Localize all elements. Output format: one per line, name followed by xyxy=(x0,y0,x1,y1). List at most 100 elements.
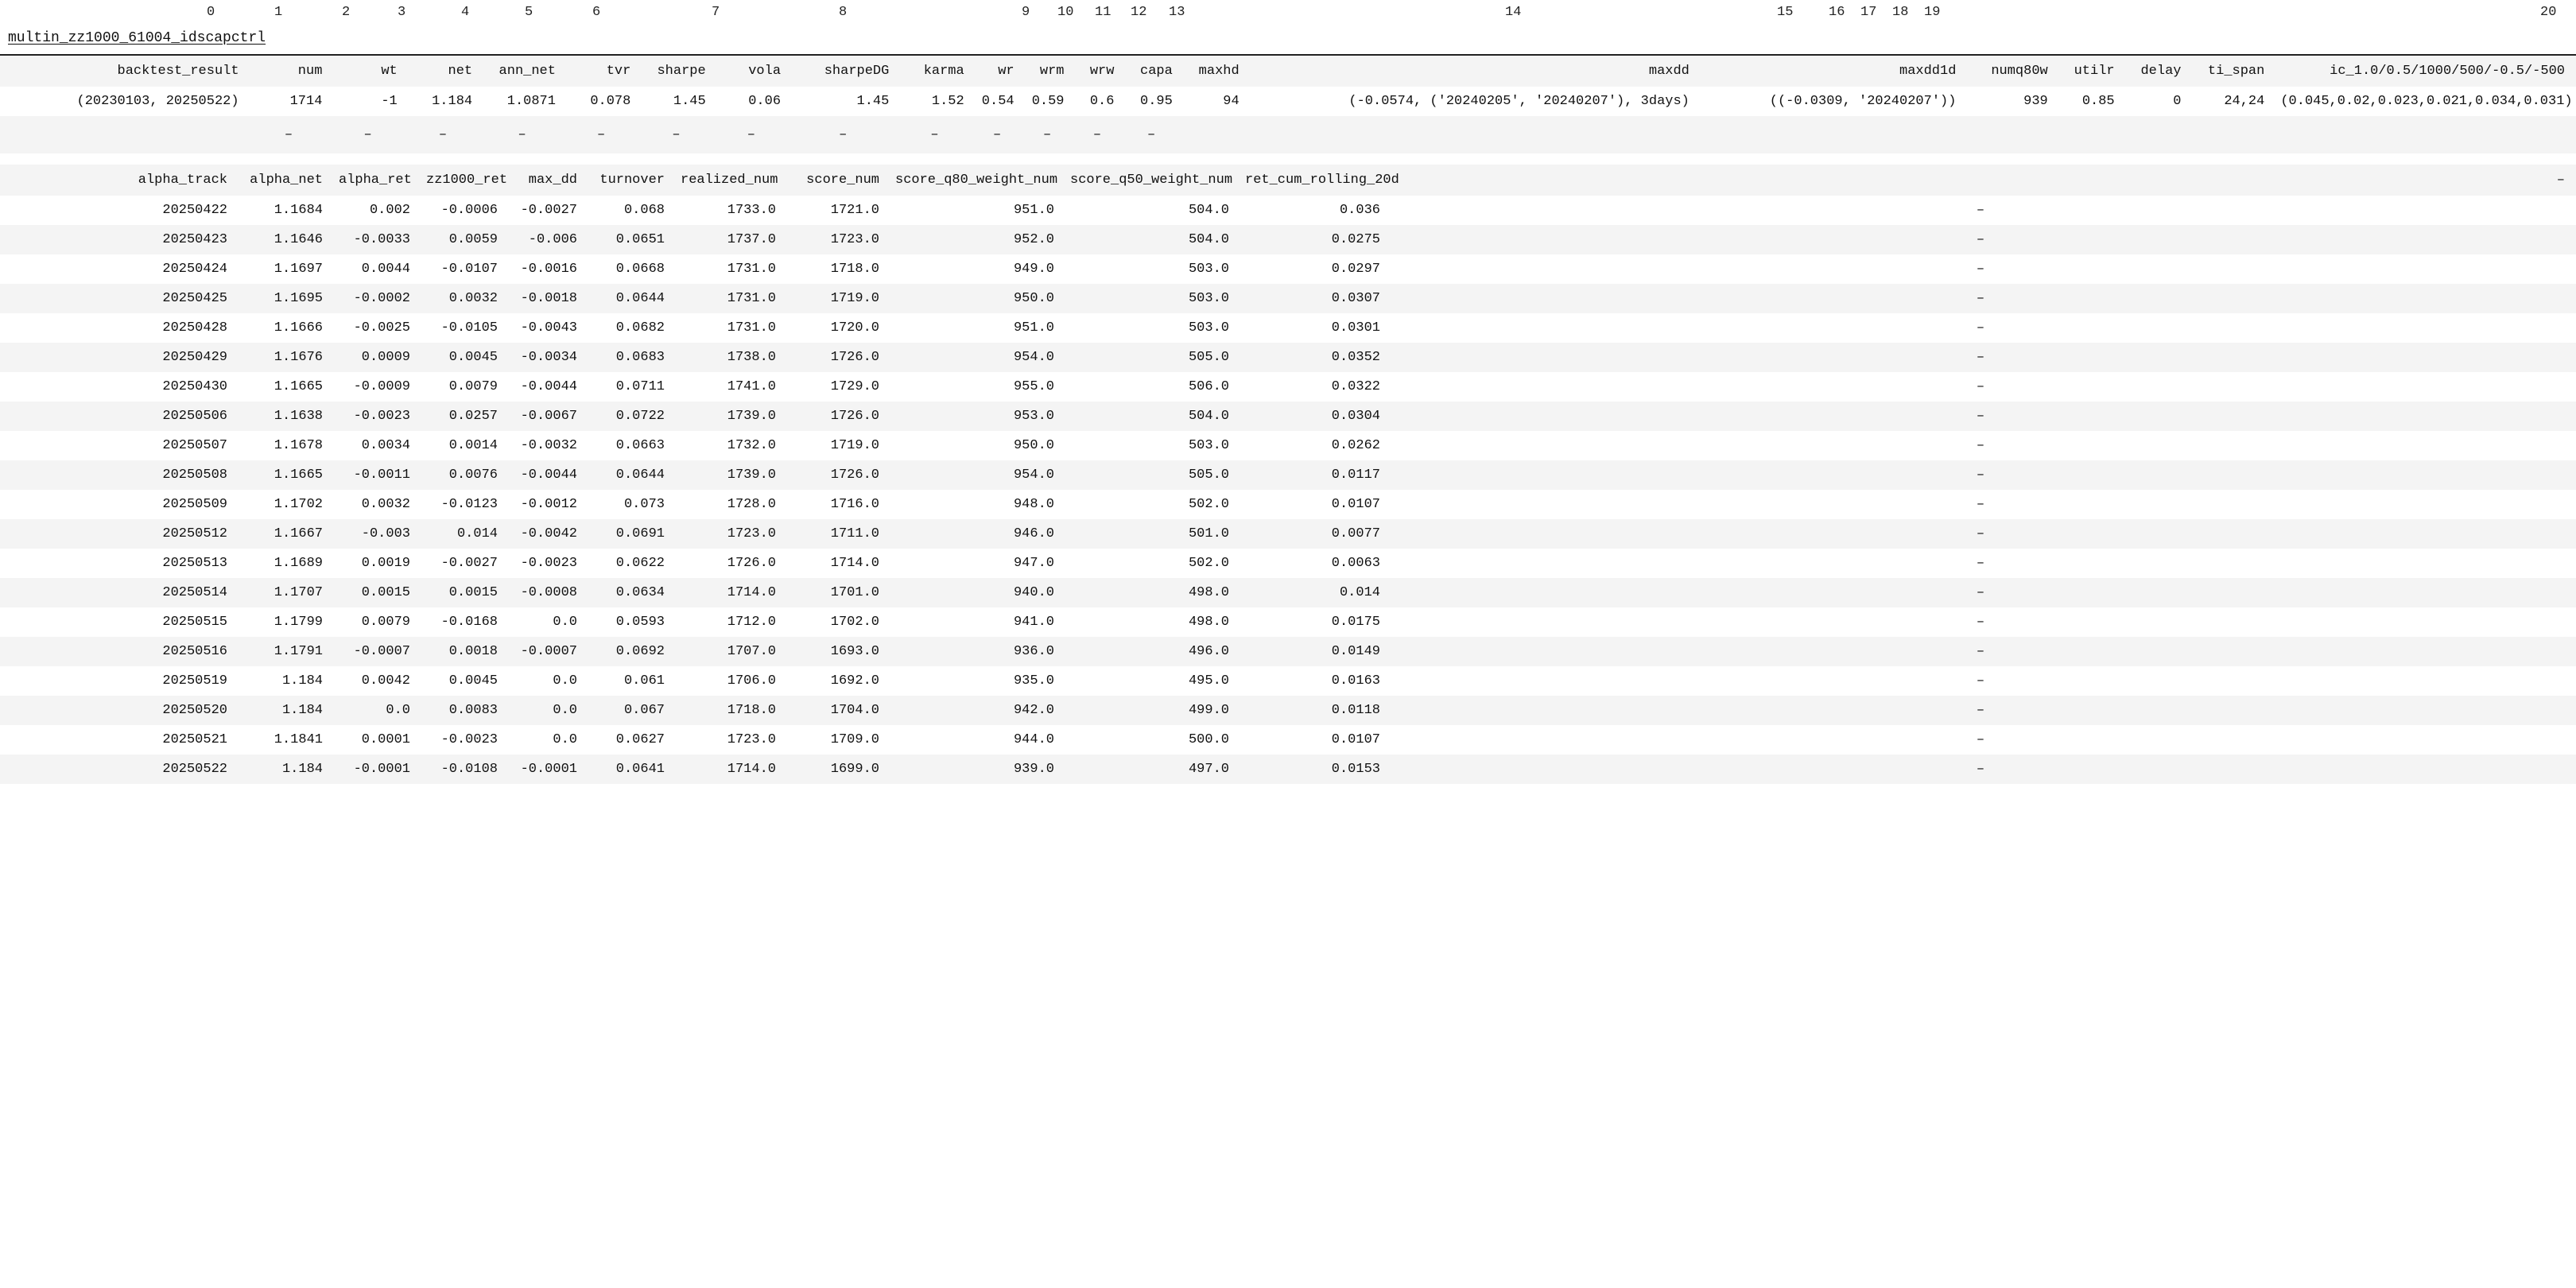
cell-alpha_track[interactable]: 20250513 xyxy=(0,549,239,578)
cell-ret_cum_rolling_20d[interactable]: 0.0117 xyxy=(1240,460,1391,490)
cell-alpha_net[interactable]: 1.1695 xyxy=(239,284,334,313)
cell-score_num[interactable]: 1729.0 xyxy=(787,372,890,402)
cell-alpha_ret[interactable]: 0.0 xyxy=(334,696,421,725)
cell-score_q80_weight_num[interactable]: 951.0 xyxy=(890,313,1065,343)
cell-alpha_net[interactable]: 1.1666 xyxy=(239,313,334,343)
cell-score_num[interactable]: 1718.0 xyxy=(787,254,890,284)
cell-score_num[interactable]: 1693.0 xyxy=(787,637,890,666)
cell-alpha_track[interactable]: 20250522 xyxy=(0,755,239,784)
cell-alpha_track[interactable]: 20250422 xyxy=(0,196,239,225)
cell-maxdd1d[interactable]: ((-0.0309, '20240207')) xyxy=(1701,87,1968,116)
cell-realized_num[interactable]: 1706.0 xyxy=(676,666,787,696)
cell-score_num[interactable]: 1716.0 xyxy=(787,490,890,519)
cell-wrm[interactable]: 0.59 xyxy=(1026,87,1076,116)
cell-wrw[interactable]: 0.6 xyxy=(1076,87,1126,116)
cell-score_num[interactable]: 1723.0 xyxy=(787,225,890,254)
cell-turnover[interactable]: 0.067 xyxy=(588,696,676,725)
cell-max_dd[interactable]: -0.0016 xyxy=(509,254,588,284)
cell-alpha_track[interactable]: 20250516 xyxy=(0,637,239,666)
cell-alpha_net[interactable]: 1.1676 xyxy=(239,343,334,372)
cell-score_q80_weight_num[interactable]: 952.0 xyxy=(890,225,1065,254)
cell-score_num[interactable]: 1719.0 xyxy=(787,431,890,460)
cell-alpha_net[interactable]: 1.1665 xyxy=(239,460,334,490)
cell-ti-span[interactable]: 24,24 xyxy=(2193,87,2276,116)
cell-zz1000_ret[interactable]: -0.0107 xyxy=(421,254,509,284)
cell-net[interactable]: 1.184 xyxy=(409,87,483,116)
cell-score_num[interactable]: 1714.0 xyxy=(787,549,890,578)
cell-alpha_ret[interactable]: -0.0007 xyxy=(334,637,421,666)
table-row[interactable]: 20250507 1.1678 0.0034 0.0014 -0.0032 0.0663 1… xyxy=(0,431,2576,460)
cell-alpha_track[interactable]: 20250509 xyxy=(0,490,239,519)
cell-alpha_net[interactable]: 1.1678 xyxy=(239,431,334,460)
cell-alpha_track[interactable]: 20250507 xyxy=(0,431,239,460)
cell-score_num[interactable]: 1711.0 xyxy=(787,519,890,549)
cell-score_q50_weight_num[interactable]: 501.0 xyxy=(1065,519,1240,549)
cell-alpha_track[interactable]: 20250514 xyxy=(0,578,239,607)
table-row[interactable]: 20250423 1.1646 -0.0033 0.0059 -0.006 0.0651 1… xyxy=(0,225,2576,254)
cell-realized_num[interactable]: 1723.0 xyxy=(676,519,787,549)
cell-max_dd[interactable]: -0.0027 xyxy=(509,196,588,225)
cell-score_q50_weight_num[interactable]: 500.0 xyxy=(1065,725,1240,755)
cell-alpha_net[interactable]: 1.184 xyxy=(239,755,334,784)
cell-max_dd[interactable]: 0.0 xyxy=(509,666,588,696)
cell-ret_cum_rolling_20d[interactable]: 0.0107 xyxy=(1240,725,1391,755)
cell-realized_num[interactable]: 1726.0 xyxy=(676,549,787,578)
cell-zz1000_ret[interactable]: 0.0257 xyxy=(421,402,509,431)
cell-zz1000_ret[interactable]: 0.0015 xyxy=(421,578,509,607)
cell-turnover[interactable]: 0.0722 xyxy=(588,402,676,431)
cell-turnover[interactable]: 0.0634 xyxy=(588,578,676,607)
cell-turnover[interactable]: 0.061 xyxy=(588,666,676,696)
cell-realized_num[interactable]: 1731.0 xyxy=(676,313,787,343)
cell-ret_cum_rolling_20d[interactable]: 0.0107 xyxy=(1240,490,1391,519)
cell-zz1000_ret[interactable]: -0.0168 xyxy=(421,607,509,637)
cell-alpha_track[interactable]: 20250429 xyxy=(0,343,239,372)
cell-zz1000_ret[interactable]: -0.0105 xyxy=(421,313,509,343)
cell-realized_num[interactable]: 1738.0 xyxy=(676,343,787,372)
table-row[interactable]: 20250422 1.1684 0.002 -0.0006 -0.0027 0.068 17… xyxy=(0,196,2576,225)
cell-alpha_track[interactable]: 20250424 xyxy=(0,254,239,284)
table-row[interactable]: 20250509 1.1702 0.0032 -0.0123 -0.0012 0.073 1… xyxy=(0,490,2576,519)
cell-realized_num[interactable]: 1739.0 xyxy=(676,402,787,431)
cell-alpha_ret[interactable]: 0.0009 xyxy=(334,343,421,372)
cell-score_num[interactable]: 1692.0 xyxy=(787,666,890,696)
cell-score_q50_weight_num[interactable]: 504.0 xyxy=(1065,196,1240,225)
cell-score_q80_weight_num[interactable]: 954.0 xyxy=(890,460,1065,490)
table-row[interactable]: 20250519 1.184 0.0042 0.0045 0.0 0.061 1706.0 1… xyxy=(0,666,2576,696)
cell-turnover[interactable]: 0.0683 xyxy=(588,343,676,372)
cell-alpha_ret[interactable]: 0.0015 xyxy=(334,578,421,607)
cell-alpha_track[interactable]: 20250430 xyxy=(0,372,239,402)
cell-max_dd[interactable]: -0.0067 xyxy=(509,402,588,431)
cell-realized_num[interactable]: 1733.0 xyxy=(676,196,787,225)
cell-capa[interactable]: 0.95 xyxy=(1125,87,1183,116)
cell-score_q80_weight_num[interactable]: 944.0 xyxy=(890,725,1065,755)
cell-turnover[interactable]: 0.0627 xyxy=(588,725,676,755)
cell-score_q50_weight_num[interactable]: 505.0 xyxy=(1065,460,1240,490)
cell-zz1000_ret[interactable]: -0.0006 xyxy=(421,196,509,225)
cell-zz1000_ret[interactable]: 0.0045 xyxy=(421,666,509,696)
cell-sharpe[interactable]: 1.45 xyxy=(642,87,716,116)
cell-alpha_ret[interactable]: 0.0032 xyxy=(334,490,421,519)
cell-max_dd[interactable]: -0.0034 xyxy=(509,343,588,372)
cell-alpha_net[interactable]: 1.184 xyxy=(239,666,334,696)
cell-turnover[interactable]: 0.0691 xyxy=(588,519,676,549)
cell-alpha_ret[interactable]: -0.0025 xyxy=(334,313,421,343)
cell-karma[interactable]: 1.52 xyxy=(900,87,975,116)
table-row[interactable]: 20250508 1.1665 -0.0011 0.0076 -0.0044 0.0644… xyxy=(0,460,2576,490)
cell-turnover[interactable]: 0.0622 xyxy=(588,549,676,578)
cell-ret_cum_rolling_20d[interactable]: 0.0077 xyxy=(1240,519,1391,549)
cell-ret_cum_rolling_20d[interactable]: 0.0118 xyxy=(1240,696,1391,725)
cell-alpha_track[interactable]: 20250512 xyxy=(0,519,239,549)
cell-alpha_net[interactable]: 1.1684 xyxy=(239,196,334,225)
table-row[interactable]: 20250429 1.1676 0.0009 0.0045 -0.0034 0.0683 1… xyxy=(0,343,2576,372)
cell-sharpeDG[interactable]: 1.45 xyxy=(792,87,900,116)
cell-realized_num[interactable]: 1712.0 xyxy=(676,607,787,637)
cell-zz1000_ret[interactable]: 0.0079 xyxy=(421,372,509,402)
table-row[interactable]: 20250428 1.1666 -0.0025 -0.0105 -0.0043 0.068… xyxy=(0,313,2576,343)
cell-score_q80_weight_num[interactable]: 939.0 xyxy=(890,755,1065,784)
cell-score_num[interactable]: 1720.0 xyxy=(787,313,890,343)
cell-ret_cum_rolling_20d[interactable]: 0.0063 xyxy=(1240,549,1391,578)
cell-tvr[interactable]: 0.078 xyxy=(567,87,642,116)
table-row[interactable]: 20250522 1.184 -0.0001 -0.0108 -0.0001 0.0641… xyxy=(0,755,2576,784)
cell-realized_num[interactable]: 1731.0 xyxy=(676,284,787,313)
cell-alpha_track[interactable]: 20250508 xyxy=(0,460,239,490)
